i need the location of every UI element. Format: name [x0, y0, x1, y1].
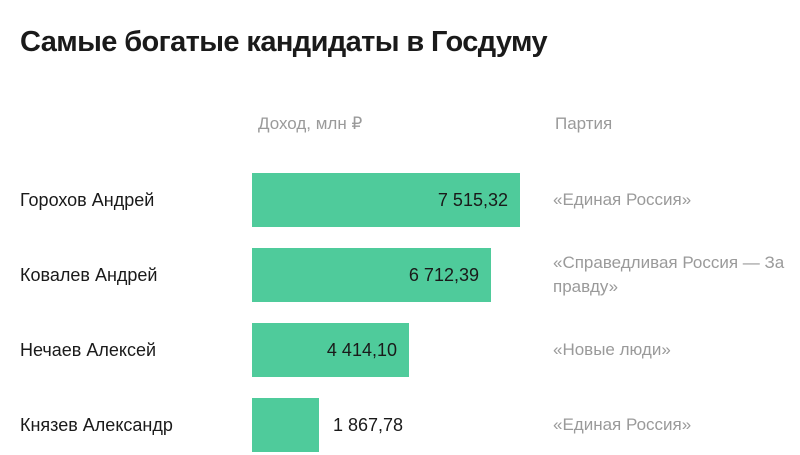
- party-label: «Новые люди»: [553, 340, 671, 359]
- chart-title: Самые богатые кандидаты в Госдуму: [20, 26, 548, 58]
- party-column-header: Партия: [555, 114, 613, 133]
- bar-value-label: 1 867,78: [333, 415, 404, 435]
- bar-value-label: 7 515,32: [437, 190, 508, 210]
- table-row: Нечаев Алексей 4 414,10 «Новые люди»: [0, 323, 800, 377]
- party-label: «Единая Россия»: [553, 190, 692, 209]
- income-bar: [252, 398, 319, 452]
- value-column-header: Доход, млн ₽: [258, 114, 363, 133]
- party-label: «Единая Россия»: [553, 415, 692, 434]
- income-bar: [252, 173, 520, 227]
- bar-value-label: 6 712,39: [408, 265, 479, 285]
- table-row: Ковалев Андрей 6 712,39 «Справедливая Росс…: [0, 248, 800, 302]
- table-row: Горохов Андрей 7 515,32 «Единая Россия»: [0, 173, 800, 227]
- party-label: «Справедливая Россия — За правду»: [553, 253, 785, 296]
- candidate-name: Ковалев Андрей: [20, 265, 158, 285]
- income-bar: [252, 248, 491, 302]
- candidate-name: Нечаев Алексей: [20, 340, 157, 360]
- candidate-name: Князев Александр: [20, 415, 173, 435]
- income-bar: [252, 323, 409, 377]
- candidate-name: Горохов Андрей: [20, 190, 155, 210]
- bar-value-label: 4 414,10: [326, 340, 397, 360]
- table-row: Князев Александр 1 867,78 «Единая Россия»: [0, 398, 800, 452]
